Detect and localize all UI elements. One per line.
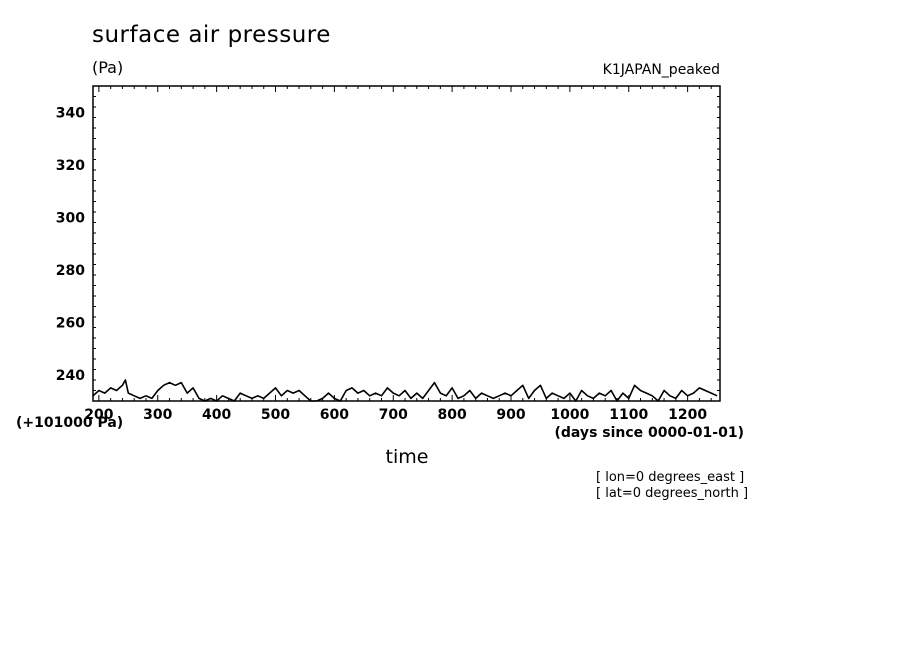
x-tick-label: 1000 [550,407,589,423]
x-tick-label: 500 [261,407,290,423]
y-tick-label: 260 [56,315,85,331]
x-axis-label: time [385,446,429,468]
x-tick-label: 800 [438,407,467,423]
y-tick-label: 340 [56,105,85,121]
x-tick-label: 1100 [609,407,648,423]
run-label: K1JAPAN_peaked [602,62,720,78]
y-offset-label: (+101000 Pa) [16,415,124,431]
x-tick-label: 300 [143,407,172,423]
x-tick-label: 400 [202,407,231,423]
x-tick-label: 200 [84,407,113,423]
y-tick-label: 240 [56,368,85,384]
units-label: (Pa) [92,58,124,77]
x-units-label: (days since 0000-01-01) [554,425,745,441]
lon-annotation: [ lon=0 degrees_east ] [596,470,745,485]
lat-annotation: [ lat=0 degrees_north ] [596,486,749,501]
x-tick-label: 1200 [668,407,707,423]
chart-title: surface air pressure [92,22,331,48]
x-tick-label: 900 [496,407,525,423]
y-tick-label: 280 [56,263,85,279]
x-tick-label: 700 [379,407,408,423]
plot-frame [92,85,721,402]
y-tick-label: 320 [56,158,85,174]
y-tick-label: 300 [56,210,85,226]
series-line [92,379,718,402]
x-tick-label: 600 [320,407,349,423]
